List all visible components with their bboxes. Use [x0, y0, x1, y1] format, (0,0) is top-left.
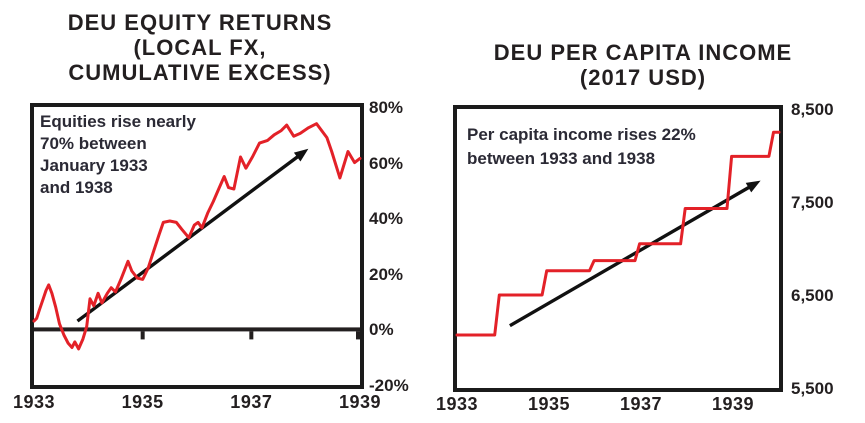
- x-tick-label: 1935: [121, 392, 164, 412]
- equity-plot-area: [30, 103, 364, 389]
- x-tick-label: 1939: [711, 394, 755, 414]
- zero-axis-tick: [140, 331, 145, 340]
- income-annotation: Per capita income rises 22% between 1933…: [467, 125, 696, 168]
- x-tick-label: 1939: [338, 392, 382, 412]
- trend-arrow-head: [745, 180, 761, 193]
- zero-axis-line: [34, 327, 360, 332]
- x-tick-label: 1937: [230, 392, 273, 412]
- equity-chart-svg: [32, 122, 362, 351]
- y-tick-label: 20%: [369, 264, 404, 284]
- y-tick-label: 80%: [369, 98, 404, 117]
- x-tick-label: 1937: [619, 394, 663, 414]
- equity-chart-title: DEU EQUITY RETURNS (LOCAL FX, CUMULATIVE…: [67, 10, 333, 85]
- y-tick-label: -20%: [369, 376, 409, 395]
- deu-equity-cumulative-excess-return-pct-line: [32, 122, 362, 351]
- zero-axis-tick: [356, 331, 360, 340]
- income-chart-title: DEU PER CAPITA INCOME (2017 USD): [493, 40, 793, 90]
- trend-arrow-head: [293, 148, 309, 162]
- x-tick-label: 1935: [527, 394, 571, 414]
- zero-axis-tick: [249, 331, 254, 340]
- trend-arrow-line: [509, 183, 755, 328]
- income-plot-area: [453, 105, 783, 392]
- x-tick-label: 1933: [12, 392, 56, 412]
- y-tick-label: 5,500: [791, 379, 834, 398]
- y-tick-label: 40%: [369, 209, 404, 229]
- y-tick-label: 6,500: [791, 286, 834, 305]
- x-tick-label: 1933: [435, 394, 479, 414]
- y-tick-label: 0%: [369, 320, 394, 340]
- y-tick-label: 60%: [369, 153, 404, 173]
- y-tick-label: 8,500: [791, 100, 834, 119]
- y-tick-label: 7,500: [791, 193, 834, 212]
- deu-per-capita-income-2017-usd-line: [455, 130, 781, 337]
- equity-annotation: Equities rise nearly 70% between January…: [40, 112, 196, 197]
- income-chart-svg: [455, 130, 781, 337]
